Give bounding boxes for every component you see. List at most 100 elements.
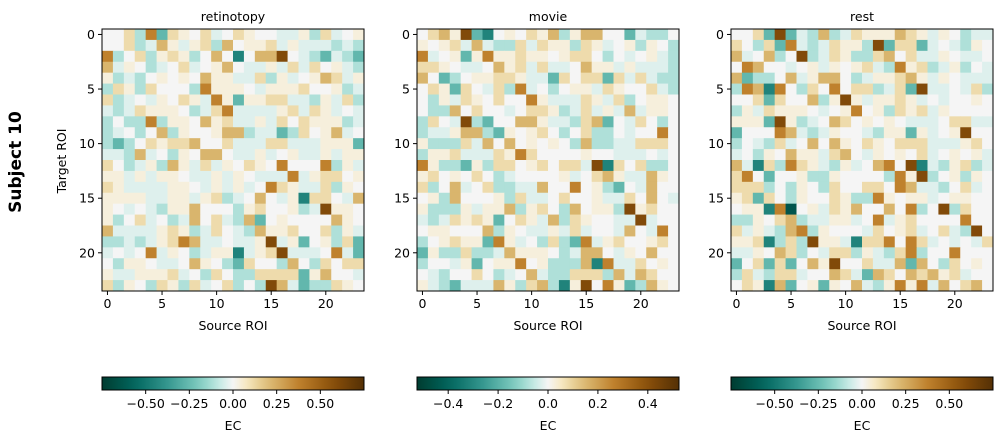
- heatmap-cell: [417, 29, 429, 41]
- heatmap-cell: [417, 236, 429, 248]
- heatmap-cell: [883, 72, 896, 84]
- heatmap-cell: [331, 127, 343, 139]
- heatmap-cell: [982, 138, 994, 150]
- heatmap-cell: [558, 203, 571, 215]
- heatmap-cell: [558, 225, 571, 237]
- heatmap-cell: [646, 225, 658, 237]
- heatmap-cell: [156, 138, 168, 150]
- heatmap-cell: [112, 61, 125, 74]
- heatmap-cell: [949, 160, 961, 172]
- heatmap-cell: [862, 236, 874, 248]
- heatmap-cell: [526, 83, 538, 95]
- heatmap-cell: [515, 61, 527, 74]
- heatmap-cell: [112, 214, 125, 226]
- heatmap-cell: [646, 105, 658, 117]
- heatmap-cell: [537, 236, 549, 248]
- heatmap-cell: [515, 116, 527, 128]
- heatmap-cell: [569, 138, 582, 150]
- heatmap-cell: [309, 247, 321, 259]
- heatmap-cell: [222, 127, 234, 139]
- heatmap-cell: [602, 138, 614, 150]
- heatmap-cell: [840, 50, 852, 63]
- heatmap-cell: [741, 269, 754, 281]
- heatmap-cell: [785, 181, 797, 194]
- heatmap-cell: [558, 170, 571, 183]
- heatmap-cell: [635, 258, 647, 270]
- heatmap-cell: [763, 170, 776, 183]
- heatmap-cell: [624, 192, 636, 205]
- heatmap-cell: [580, 269, 593, 281]
- heatmap-cell: [807, 236, 819, 248]
- heatmap-cell: [862, 225, 874, 237]
- heatmap-cell: [320, 127, 332, 139]
- heatmap-cell: [971, 214, 983, 226]
- heatmap-cell: [493, 280, 505, 292]
- heatmap-cell: [222, 236, 234, 248]
- heatmap-cell: [580, 105, 593, 117]
- heatmap-cell: [449, 105, 462, 117]
- heatmap-cell: [741, 72, 754, 84]
- heatmap-cell: [905, 61, 917, 74]
- y-tick-label: 20: [79, 245, 95, 260]
- subject-row-label: Subject 10: [6, 111, 26, 213]
- heatmap-cell: [763, 72, 776, 84]
- heatmap-cell: [624, 138, 636, 150]
- heatmap-cell: [265, 258, 278, 270]
- heatmap-cell: [580, 160, 593, 172]
- heatmap-cell: [515, 225, 527, 237]
- heatmap-cell: [178, 83, 190, 95]
- heatmap-cell: [167, 192, 179, 205]
- heatmap-cell: [580, 170, 593, 183]
- heatmap-cell: [504, 94, 516, 106]
- heatmap-cell: [731, 170, 743, 183]
- heatmap-cell: [243, 214, 256, 226]
- heatmap-cell: [752, 138, 765, 150]
- heatmap-cell: [482, 29, 494, 41]
- heatmap-cell: [840, 247, 852, 259]
- heatmap-cell: [178, 258, 190, 270]
- heatmap-cell: [471, 116, 483, 128]
- heatmap-cell: [580, 258, 593, 270]
- heatmap-cell: [287, 236, 299, 248]
- heatmap-cell: [276, 61, 288, 74]
- heatmap-cell: [200, 50, 212, 63]
- heatmap-cell: [949, 149, 961, 161]
- heatmap-cell: [602, 225, 614, 237]
- heatmap-cell: [580, 29, 593, 41]
- heatmap-cell: [243, 29, 256, 41]
- heatmap-cell: [668, 94, 680, 106]
- heatmap-cell: [894, 225, 907, 237]
- heatmap-cell: [657, 127, 669, 139]
- heatmap-cell: [916, 105, 928, 117]
- heatmap-cell: [774, 72, 786, 84]
- heatmap-cell: [752, 29, 765, 41]
- heatmap-cell: [427, 127, 440, 139]
- heatmap-cell: [427, 61, 440, 74]
- heatmap-cell: [320, 94, 332, 106]
- heatmap-cell: [211, 50, 223, 63]
- heatmap-cell: [548, 269, 560, 281]
- heatmap-cell: [427, 170, 440, 183]
- heatmap-cell: [233, 39, 245, 52]
- colorbar-tick-label: 0.2: [588, 396, 608, 411]
- heatmap-cell: [331, 170, 343, 183]
- heatmap-cell: [774, 214, 786, 226]
- heatmap-cell: [862, 214, 874, 226]
- heatmap-cell: [635, 127, 647, 139]
- heatmap-cell: [482, 269, 494, 281]
- heatmap-cell: [178, 280, 190, 292]
- heatmap-cell: [471, 192, 483, 205]
- heatmap-cell: [243, 247, 256, 259]
- heatmap-cell: [569, 61, 582, 74]
- heatmap-cell: [741, 127, 754, 139]
- heatmap-cell: [309, 214, 321, 226]
- heatmap-cell: [178, 225, 190, 237]
- heatmap-cell: [515, 127, 527, 139]
- heatmap-cell: [971, 127, 983, 139]
- heatmap-cell: [731, 192, 743, 205]
- heatmap-cell: [320, 83, 332, 95]
- heatmap-cell: [222, 225, 234, 237]
- heatmap-cell: [916, 50, 928, 63]
- heatmap-cell: [145, 61, 157, 74]
- heatmap-cell: [580, 149, 593, 161]
